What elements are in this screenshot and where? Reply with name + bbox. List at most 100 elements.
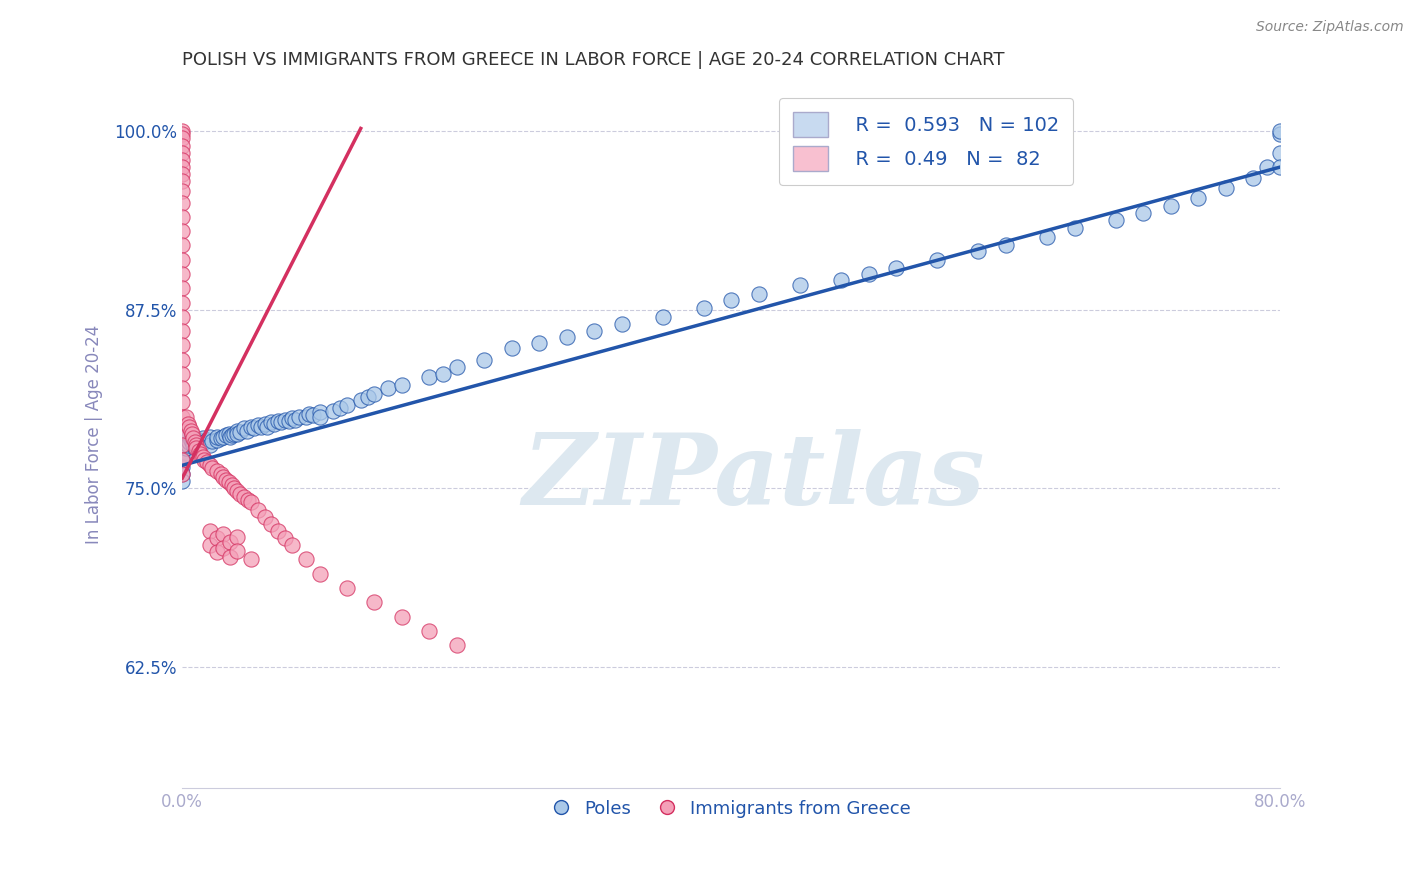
Point xyxy=(693,301,716,316)
Point xyxy=(527,335,550,350)
Point xyxy=(260,516,283,531)
Point xyxy=(187,433,209,447)
Point xyxy=(884,261,907,276)
Point xyxy=(205,433,228,447)
Point xyxy=(172,395,194,409)
Point xyxy=(226,544,249,558)
Point xyxy=(187,444,209,458)
Point xyxy=(720,293,742,307)
Point xyxy=(215,473,238,487)
Point xyxy=(418,624,440,638)
Point xyxy=(179,424,201,438)
Point xyxy=(226,483,249,498)
Point xyxy=(226,424,249,438)
Point xyxy=(239,552,262,566)
Point xyxy=(229,487,252,501)
Point xyxy=(172,474,194,488)
Point xyxy=(218,475,240,490)
Point xyxy=(172,310,194,324)
Point xyxy=(391,378,413,392)
Point xyxy=(472,352,495,367)
Point xyxy=(172,153,194,167)
Point xyxy=(172,381,194,395)
Point xyxy=(172,445,194,459)
Point xyxy=(172,459,194,474)
Point xyxy=(209,431,232,445)
Point xyxy=(224,426,246,441)
Point xyxy=(239,419,262,434)
Point xyxy=(446,359,468,374)
Point xyxy=(308,405,330,419)
Point xyxy=(927,252,949,267)
Point xyxy=(1105,212,1128,227)
Point xyxy=(172,467,194,481)
Point xyxy=(224,481,246,495)
Point xyxy=(858,267,880,281)
Point xyxy=(172,184,194,198)
Point xyxy=(212,430,235,444)
Point xyxy=(432,367,454,381)
Point xyxy=(260,416,283,430)
Point xyxy=(177,438,200,452)
Point xyxy=(363,387,385,401)
Point xyxy=(329,401,352,416)
Point xyxy=(172,252,194,267)
Point xyxy=(253,417,276,431)
Point xyxy=(446,638,468,652)
Point xyxy=(181,431,204,445)
Point xyxy=(184,441,207,455)
Point xyxy=(172,267,194,281)
Point xyxy=(198,458,221,473)
Point xyxy=(193,435,215,450)
Point xyxy=(172,352,194,367)
Point xyxy=(219,535,242,549)
Point xyxy=(350,392,373,407)
Point xyxy=(748,287,770,301)
Point xyxy=(179,419,201,434)
Point xyxy=(256,419,278,434)
Point xyxy=(1270,127,1292,141)
Text: Source: ZipAtlas.com: Source: ZipAtlas.com xyxy=(1256,20,1403,34)
Point xyxy=(180,431,202,445)
Point xyxy=(172,224,194,238)
Point xyxy=(1215,181,1237,195)
Point xyxy=(180,426,202,441)
Point xyxy=(1270,124,1292,138)
Point xyxy=(284,412,307,426)
Point xyxy=(172,160,194,174)
Point xyxy=(219,430,242,444)
Point xyxy=(172,195,194,210)
Point xyxy=(281,538,304,552)
Point xyxy=(172,167,194,181)
Point xyxy=(184,438,207,452)
Point xyxy=(295,409,318,424)
Point xyxy=(336,398,359,412)
Point xyxy=(205,464,228,478)
Point xyxy=(377,381,399,395)
Point xyxy=(219,549,242,564)
Point xyxy=(308,409,330,424)
Point xyxy=(1241,171,1264,186)
Point xyxy=(418,369,440,384)
Y-axis label: In Labor Force | Age 20-24: In Labor Force | Age 20-24 xyxy=(86,325,103,544)
Point xyxy=(267,524,290,538)
Point xyxy=(195,455,218,469)
Point xyxy=(172,145,194,160)
Point xyxy=(263,417,285,431)
Point xyxy=(198,438,221,452)
Point xyxy=(297,407,319,421)
Point xyxy=(172,238,194,252)
Point xyxy=(1036,230,1059,244)
Point xyxy=(209,467,232,481)
Point xyxy=(994,238,1017,252)
Point xyxy=(253,509,276,524)
Point xyxy=(183,435,205,450)
Point xyxy=(201,461,224,475)
Point xyxy=(226,530,249,544)
Point xyxy=(1160,198,1182,212)
Point xyxy=(967,244,990,259)
Point xyxy=(501,341,523,355)
Point xyxy=(278,414,301,428)
Point xyxy=(188,447,211,461)
Point xyxy=(198,538,221,552)
